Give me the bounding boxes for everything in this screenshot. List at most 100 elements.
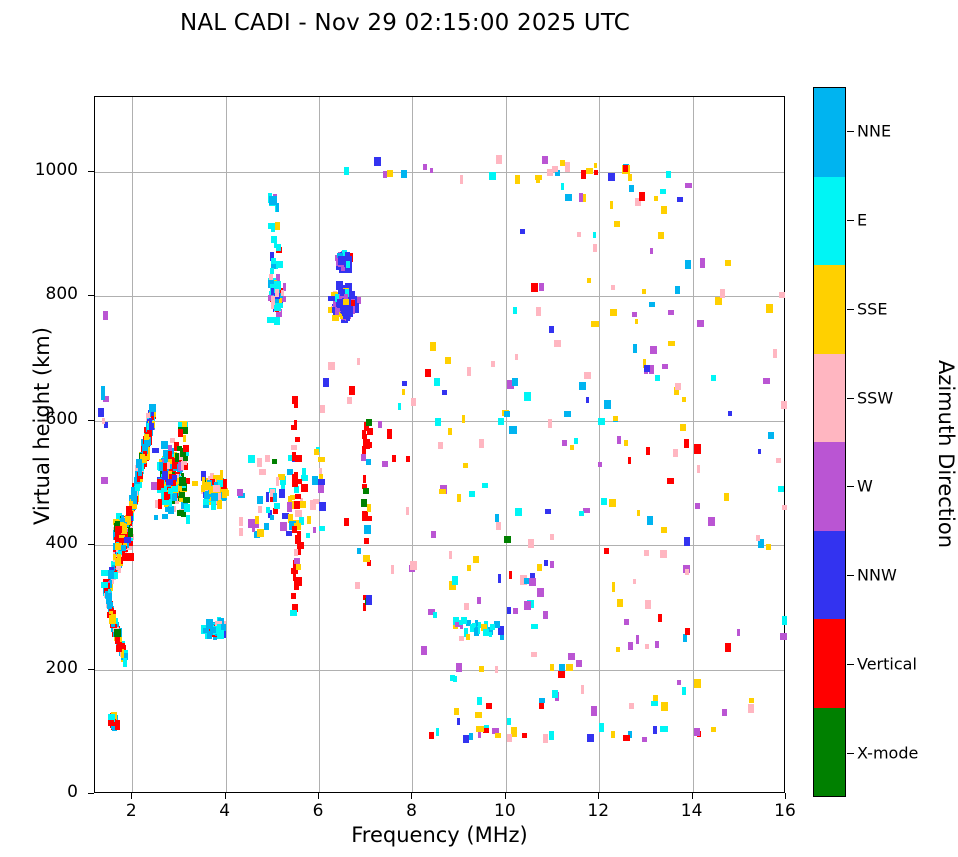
data-point bbox=[101, 477, 108, 485]
data-point bbox=[565, 193, 573, 202]
colorbar-band-e[interactable] bbox=[814, 176, 845, 265]
data-point bbox=[483, 629, 489, 637]
data-point bbox=[780, 400, 787, 409]
data-point bbox=[319, 525, 325, 532]
data-point bbox=[217, 479, 224, 488]
data-point bbox=[497, 573, 502, 583]
colorbar-band-nne[interactable] bbox=[814, 88, 845, 177]
colorbar-band-vertical[interactable] bbox=[814, 619, 845, 708]
plot-area[interactable] bbox=[94, 96, 788, 793]
data-point bbox=[350, 300, 356, 307]
data-point bbox=[253, 531, 260, 539]
data-point bbox=[639, 192, 646, 201]
data-point bbox=[136, 474, 140, 483]
data-point bbox=[312, 527, 317, 533]
data-point bbox=[151, 412, 155, 421]
data-point bbox=[180, 472, 184, 479]
data-point bbox=[118, 537, 124, 544]
data-point bbox=[341, 288, 348, 295]
data-point bbox=[292, 452, 297, 462]
colorbar-band-nnw[interactable] bbox=[814, 530, 845, 619]
data-point bbox=[156, 479, 165, 488]
data-point bbox=[179, 421, 187, 428]
data-point bbox=[642, 289, 647, 295]
data-point bbox=[494, 513, 499, 523]
data-point bbox=[480, 623, 488, 631]
data-point bbox=[662, 363, 668, 370]
data-point bbox=[667, 310, 674, 316]
colorbar-band-w[interactable] bbox=[814, 442, 845, 531]
data-point bbox=[350, 290, 355, 300]
data-point bbox=[344, 289, 350, 297]
data-point bbox=[318, 468, 323, 476]
data-point bbox=[655, 641, 659, 648]
data-point bbox=[658, 613, 663, 622]
data-point bbox=[328, 306, 334, 313]
data-point bbox=[373, 157, 381, 167]
data-point bbox=[306, 515, 311, 525]
data-point bbox=[115, 720, 120, 730]
data-point bbox=[581, 194, 587, 203]
data-point bbox=[758, 448, 762, 455]
data-point bbox=[102, 395, 109, 403]
data-point bbox=[342, 249, 347, 260]
data-point bbox=[390, 565, 395, 574]
data-point bbox=[292, 574, 297, 582]
data-point bbox=[344, 166, 350, 175]
data-point bbox=[693, 727, 701, 737]
data-point bbox=[492, 727, 500, 735]
data-point bbox=[649, 364, 654, 374]
data-point bbox=[172, 493, 177, 502]
data-point bbox=[259, 469, 266, 475]
data-point bbox=[410, 397, 417, 407]
data-point bbox=[531, 651, 537, 657]
data-point bbox=[213, 474, 219, 481]
data-point bbox=[292, 525, 298, 534]
data-point bbox=[287, 495, 292, 502]
data-point bbox=[213, 625, 220, 635]
data-point bbox=[116, 532, 122, 542]
data-point bbox=[297, 542, 304, 549]
data-point bbox=[137, 476, 143, 482]
data-point bbox=[357, 547, 361, 554]
data-point bbox=[225, 489, 230, 496]
data-point bbox=[429, 732, 434, 739]
data-point bbox=[278, 489, 286, 498]
data-point bbox=[118, 522, 124, 529]
colorbar-band-ssw[interactable] bbox=[814, 353, 845, 442]
colorbar-label-ssw: SSW bbox=[857, 388, 894, 408]
x-tick bbox=[318, 793, 320, 799]
y-tick-label: 800 bbox=[45, 284, 78, 305]
data-point bbox=[354, 297, 361, 305]
x-tick-label: 4 bbox=[219, 801, 231, 821]
colorbar-band-sse[interactable] bbox=[814, 265, 845, 354]
data-point bbox=[275, 274, 281, 282]
data-point bbox=[118, 643, 125, 649]
data-point bbox=[723, 493, 729, 501]
data-point bbox=[144, 433, 149, 442]
data-point bbox=[593, 232, 597, 238]
data-point bbox=[488, 631, 493, 638]
data-point bbox=[425, 368, 431, 378]
data-point bbox=[519, 228, 526, 234]
data-point bbox=[208, 486, 213, 494]
data-point bbox=[685, 628, 691, 636]
y-tick-label: 400 bbox=[45, 533, 78, 554]
data-point bbox=[295, 534, 301, 544]
data-point bbox=[239, 528, 244, 537]
data-point bbox=[512, 378, 518, 387]
data-point bbox=[274, 503, 281, 510]
colorbar-band-x-mode[interactable] bbox=[814, 707, 845, 796]
data-point bbox=[431, 531, 436, 538]
data-point bbox=[490, 624, 495, 631]
data-point bbox=[269, 489, 275, 499]
azimuth-colorbar[interactable] bbox=[813, 87, 846, 797]
grid-line-horizontal bbox=[95, 296, 784, 298]
data-point bbox=[107, 713, 115, 722]
data-point bbox=[538, 697, 545, 704]
data-point bbox=[211, 501, 216, 511]
data-point bbox=[295, 510, 303, 518]
data-point bbox=[645, 600, 652, 609]
data-point bbox=[444, 356, 451, 365]
data-point bbox=[469, 491, 476, 498]
